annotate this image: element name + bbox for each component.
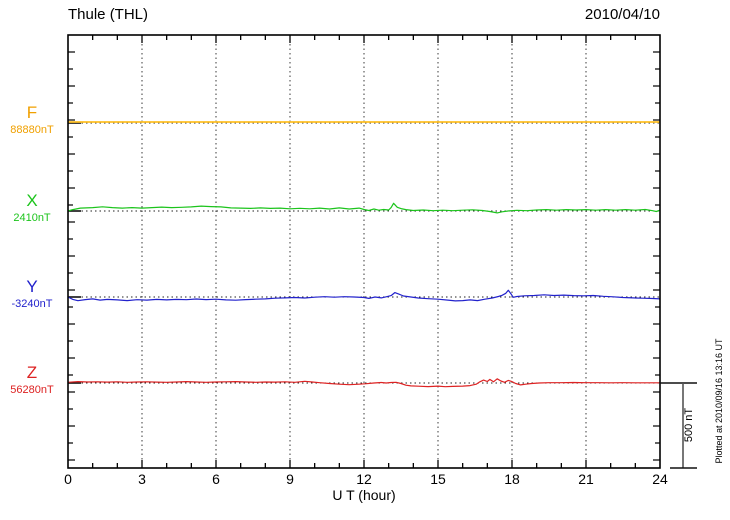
x-tick-label-6: 6	[212, 471, 220, 487]
trace-name-x: X	[26, 191, 38, 210]
x-tick-label-12: 12	[356, 471, 372, 487]
x-axis-title: U T (hour)	[332, 487, 396, 503]
trace-baseline-x: 2410nT	[13, 212, 51, 224]
trace-Y	[67, 289, 661, 302]
trace-name-f: F	[26, 103, 38, 122]
x-tick-label-9: 9	[286, 471, 294, 487]
x-tick-label-18: 18	[504, 471, 520, 487]
x-tick-label-24: 24	[652, 471, 668, 487]
plotted-at-note: Plotted at 2010/09/16 13:16 UT	[714, 338, 724, 464]
trace-name-z: Z	[26, 363, 38, 382]
trace-baseline-f: 88880nT	[10, 124, 54, 136]
trace-label-x: X 2410nT	[0, 192, 64, 224]
trace-baseline-y: -3240nT	[11, 298, 53, 310]
trace-baseline-z: 56280nT	[10, 384, 54, 396]
trace-X	[67, 202, 661, 214]
x-tick-label-15: 15	[430, 471, 446, 487]
trace-label-f: F 88880nT	[0, 104, 64, 136]
x-tick-label-3: 3	[138, 471, 146, 487]
trace-name-y: Y	[26, 277, 38, 296]
x-tick-label-21: 21	[578, 471, 594, 487]
plot-date: 2010/04/10	[584, 6, 660, 23]
trace-label-z: Z 56280nT	[0, 364, 64, 396]
x-tick-label-0: 0	[64, 471, 72, 487]
scale-bar-label: 500 nT	[683, 407, 695, 443]
trace-Z	[67, 378, 660, 388]
station-title: Thule (THL)	[68, 6, 149, 23]
trace-label-y: Y -3240nT	[0, 278, 64, 310]
